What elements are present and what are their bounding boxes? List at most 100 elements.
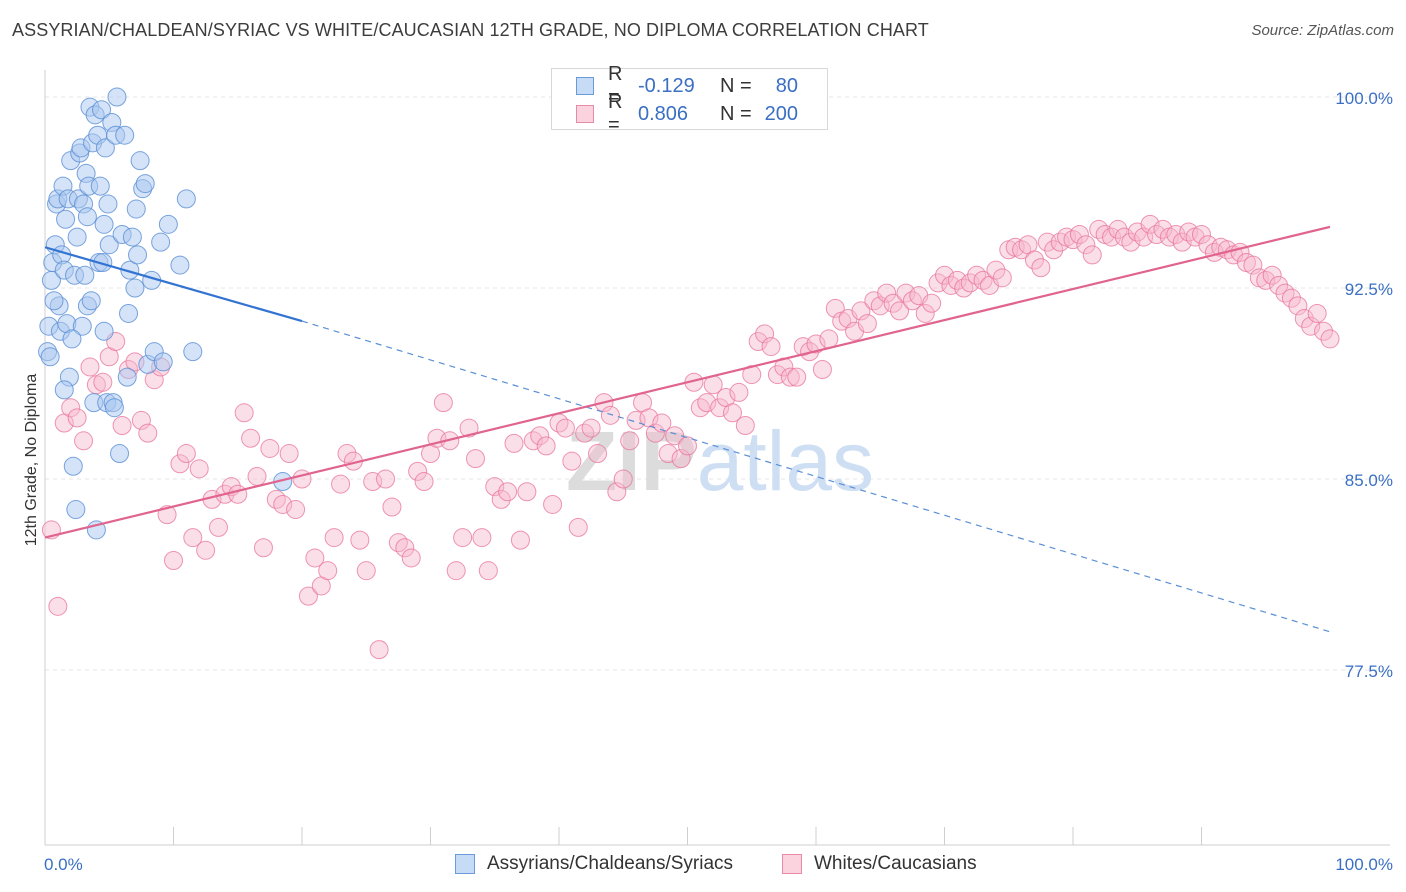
- blue-point: [130, 151, 150, 171]
- pink-point: [1024, 250, 1044, 270]
- pink-point: [337, 444, 357, 464]
- x-tick-label: 100.0%: [1335, 855, 1393, 874]
- pink-point: [581, 418, 601, 438]
- blue-point: [125, 278, 145, 298]
- n-label: N =: [720, 74, 752, 97]
- blue-point: [135, 174, 155, 194]
- r-value: -0.129: [638, 74, 695, 97]
- pink-point: [260, 438, 280, 458]
- pink-point: [543, 494, 563, 514]
- r-label: R =: [608, 63, 623, 108]
- blue-point: [99, 235, 119, 255]
- stats-row-blue: R = -0.129 N = 80: [576, 63, 798, 108]
- blue-point: [170, 255, 190, 275]
- pink-point: [665, 426, 685, 446]
- blue-point: [119, 303, 139, 323]
- blue-point: [94, 214, 114, 234]
- pink-point: [690, 398, 710, 418]
- pink-point: [298, 586, 318, 606]
- pink-swatch: [576, 105, 594, 123]
- pink-point: [915, 303, 935, 323]
- pink-point: [472, 528, 492, 548]
- blue-point: [81, 291, 101, 311]
- r-label: R =: [608, 91, 623, 136]
- legend-label: Whites/Caucasians: [814, 853, 977, 874]
- pink-point: [710, 398, 730, 418]
- pink-point: [517, 482, 537, 502]
- pink-point: [48, 596, 68, 616]
- blue-point: [67, 227, 87, 247]
- pink-trend-line: [44, 225, 1331, 539]
- blue-point: [92, 100, 112, 120]
- blue-point: [93, 253, 113, 273]
- pink-point: [967, 265, 987, 285]
- pink-point: [388, 533, 408, 553]
- pink-point: [305, 548, 325, 568]
- pink-point: [112, 416, 132, 436]
- pink-point: [1153, 219, 1173, 239]
- pink-point: [504, 433, 524, 453]
- pink-point: [671, 449, 691, 469]
- pink-point: [498, 482, 518, 502]
- blue-point: [54, 380, 74, 400]
- y-axis-label: 12th Grade, No Diploma: [23, 374, 40, 547]
- pink-point: [189, 459, 209, 479]
- blue-point: [40, 347, 60, 367]
- y-tick-label: 92.5%: [1345, 280, 1393, 299]
- pink-point: [555, 418, 575, 438]
- pink-point: [562, 451, 582, 471]
- pink-point: [1301, 316, 1321, 336]
- pink-point: [1172, 232, 1192, 252]
- blue-point: [122, 227, 142, 247]
- pink-point: [183, 528, 203, 548]
- blue-point: [128, 245, 148, 265]
- pink-point: [658, 444, 678, 464]
- legend-item-assyrians[interactable]: Assyrians/Chaldeans/Syriacs: [455, 852, 733, 876]
- pink-point: [1076, 235, 1096, 255]
- pink-point: [196, 540, 216, 560]
- pink-point: [446, 561, 466, 581]
- blue-point: [115, 125, 135, 145]
- y-tick-label: 77.5%: [1345, 662, 1393, 681]
- pink-point: [1114, 227, 1134, 247]
- blue-point: [72, 316, 92, 336]
- legend-item-whites[interactable]: Whites/Caucasians: [782, 852, 977, 876]
- pink-point: [722, 403, 742, 423]
- pink-point: [67, 408, 87, 428]
- pink-point: [491, 489, 511, 509]
- pink-point: [851, 301, 871, 321]
- pink-point: [697, 393, 717, 413]
- pink-point: [485, 477, 505, 497]
- pink-point: [1307, 303, 1327, 323]
- pink-point: [1069, 225, 1089, 245]
- pink-point: [459, 418, 479, 438]
- blue-point: [183, 342, 203, 362]
- pink-point: [1243, 255, 1263, 275]
- blue-point: [90, 176, 110, 196]
- pink-point: [678, 436, 697, 456]
- pink-point: [902, 291, 922, 311]
- pink-point: [1256, 270, 1276, 290]
- blue-trend-line: [44, 246, 303, 323]
- pink-point: [530, 426, 550, 446]
- n-label: N =: [720, 102, 752, 125]
- stats-row-pink: R = 0.806 N = 200: [576, 91, 798, 136]
- blue-point: [158, 214, 178, 234]
- pink-point: [465, 449, 485, 469]
- pink-point: [877, 283, 897, 303]
- pink-point: [1275, 283, 1295, 303]
- pink-point: [523, 431, 543, 451]
- pink-point: [1031, 258, 1051, 278]
- pink-point: [1082, 245, 1102, 265]
- blue-point: [75, 265, 95, 285]
- blue-point: [62, 329, 82, 349]
- x-tick-label: 0.0%: [44, 855, 83, 874]
- blue-point: [66, 500, 86, 520]
- stats-legend: R = -0.129 N = 80 R = 0.806 N = 200: [551, 63, 828, 136]
- pink-point: [138, 423, 158, 443]
- pink-point: [922, 293, 942, 313]
- pink-point: [857, 314, 877, 334]
- pink-point: [131, 410, 151, 430]
- pink-point: [433, 393, 453, 413]
